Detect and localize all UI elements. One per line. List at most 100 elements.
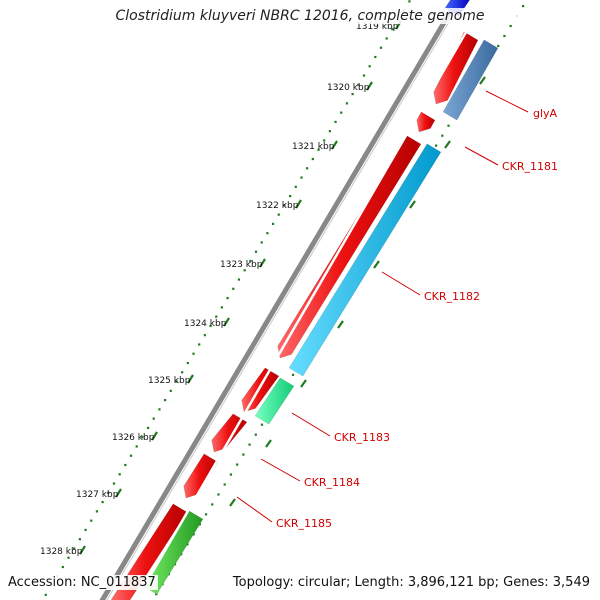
genome-title: Clostridium kluyveri NBRC 12016, complet… [0, 8, 600, 24]
major-tick [223, 317, 230, 327]
cds-feature [277, 135, 422, 359]
tick-dot [357, 83, 360, 86]
tick-dot [236, 463, 239, 466]
tick-dot [368, 65, 371, 68]
major-tick [229, 498, 236, 507]
tick-dot [152, 417, 155, 420]
tick-dot [300, 176, 303, 179]
tick-dot [266, 232, 269, 235]
backbone-outer-line [99, 2, 458, 600]
label-leader [260, 458, 301, 482]
gene-feature-CKR_1183 [254, 377, 295, 425]
tick-dot [317, 148, 320, 151]
tick-dot [391, 28, 394, 31]
tick-dot [408, 0, 411, 3]
tick-dot [107, 491, 110, 494]
major-tick [479, 76, 486, 85]
label-leader [291, 412, 331, 437]
gene-feature-CKR_1182 [288, 143, 442, 377]
tick-dot [155, 593, 158, 596]
tick-dot [323, 139, 326, 142]
tick-dot [289, 195, 292, 198]
tick-label: 1327 kbp [76, 490, 119, 500]
major-tick [115, 488, 122, 498]
major-tick [151, 431, 158, 441]
backbone-inner-line [106, 4, 460, 600]
tick-dot [509, 24, 512, 28]
tick-dot [248, 443, 251, 446]
label-leader [236, 496, 273, 523]
tick-dot [158, 408, 161, 411]
tick-dot [441, 134, 444, 137]
tick-dot [260, 423, 264, 426]
cds-feature [416, 111, 436, 133]
major-tick [366, 81, 373, 91]
tick-label: 1325 kbp [148, 376, 191, 386]
tick-dot [203, 334, 206, 337]
label-leaders [236, 90, 529, 523]
tick-dot [291, 373, 295, 376]
tick-dot [61, 565, 64, 569]
tick-dot [223, 483, 226, 486]
tick-dot [362, 74, 366, 77]
tick-dot [192, 352, 195, 355]
gene-label: CKR_1181 [502, 160, 558, 173]
tick-dot [345, 102, 349, 105]
major-tick [79, 545, 86, 555]
major-tick [259, 258, 266, 268]
tick-dot [186, 361, 189, 365]
tick-dot [101, 501, 104, 504]
major-tick [409, 200, 416, 209]
tick-dot [124, 463, 127, 467]
label-leader [381, 271, 421, 296]
gene-label: CKR_1185 [276, 517, 332, 530]
tick-label: 1324 kbp [184, 319, 227, 329]
major-tick [337, 320, 344, 329]
tick-dot [254, 433, 257, 436]
tick-dot [192, 533, 195, 536]
tick-dot [374, 55, 377, 59]
major-tick [444, 140, 451, 149]
tick-dot [84, 528, 87, 532]
tick-dot [118, 473, 121, 476]
tick-dot [229, 473, 233, 476]
outer-tick-track: 1319 kbp 1320 kbp 1321 kbp 1322 kbp 1323 kbp… [40, 0, 411, 596]
lane-separator [134, 7, 482, 600]
tick-dot [351, 93, 354, 96]
tick-dot [141, 436, 144, 439]
tick-label: 1323 kbp [220, 260, 263, 270]
label-layer: glyA CKR_1181 CKR_1182 CKR_1183 CKR_1184 CKR_… [276, 107, 558, 530]
tick-dot [204, 513, 208, 516]
tick-dot [497, 44, 500, 48]
tick-dot [522, 5, 525, 8]
tick-dot [215, 315, 218, 318]
tick-dot [294, 185, 297, 188]
tick-dot [164, 399, 167, 402]
tick-dot [146, 426, 150, 430]
tick-dot [112, 482, 116, 485]
tick-dot [379, 46, 383, 49]
tick-dot [95, 510, 99, 513]
gene-label: CKR_1184 [304, 476, 360, 489]
major-tick [265, 439, 272, 448]
gene-feature-glyA [442, 39, 499, 121]
tick-dot [254, 250, 258, 253]
major-tick [187, 374, 194, 384]
tick-dot [169, 389, 172, 392]
tick-dot [198, 343, 201, 346]
tick-dot [129, 454, 133, 457]
tick-label: 1321 kbp [292, 142, 335, 152]
gene-label: CKR_1183 [334, 431, 390, 444]
label-leader [464, 146, 499, 166]
tick-dot [226, 297, 229, 300]
cds-feature [183, 453, 219, 499]
tick-dot [243, 269, 246, 272]
tick-dot [211, 503, 214, 506]
tick-dot [198, 523, 201, 526]
gene-label: CKR_1182 [424, 290, 480, 303]
tick-dot [277, 213, 280, 216]
cds-feature [433, 31, 479, 105]
tick-dot [340, 111, 343, 114]
tick-dot [90, 519, 93, 522]
